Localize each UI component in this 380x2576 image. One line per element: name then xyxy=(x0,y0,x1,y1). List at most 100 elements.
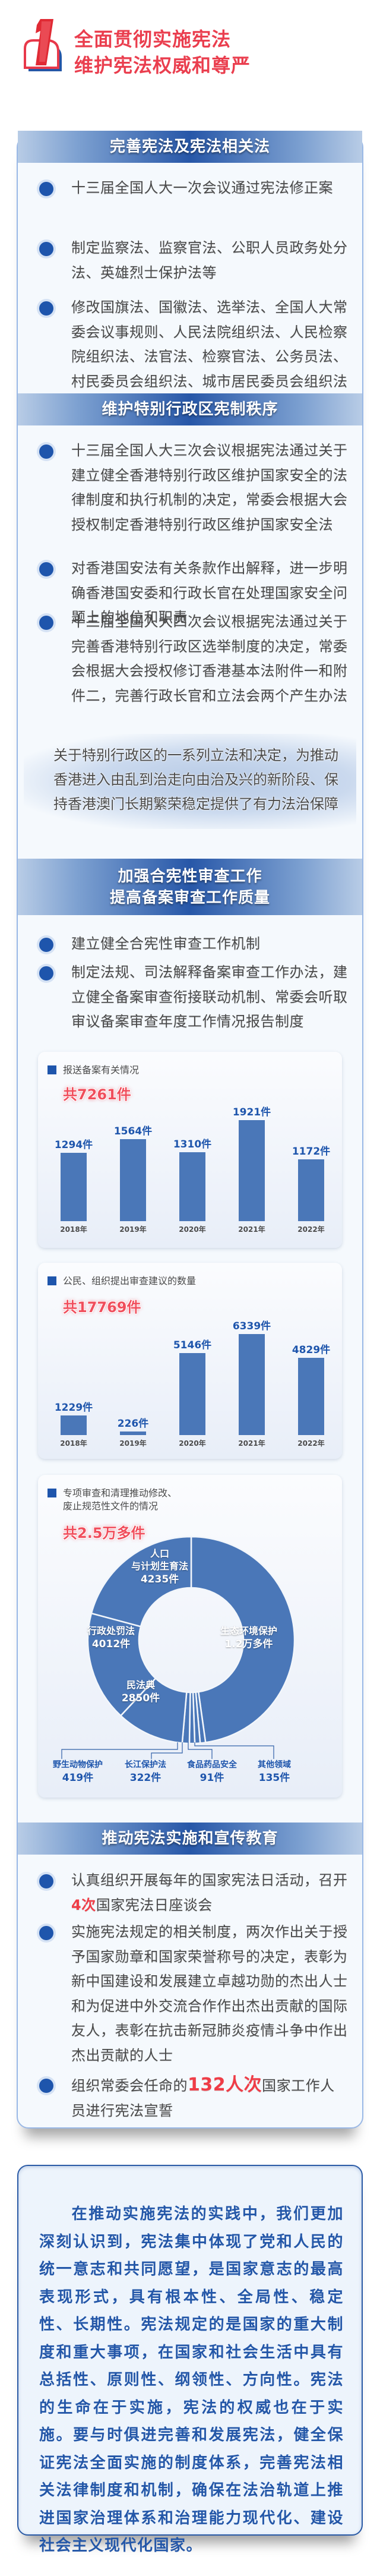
bar-column: 6339件 2021年 xyxy=(233,1320,271,1448)
bar-value-label: 4829件 xyxy=(292,1344,331,1357)
list-item: 修改国旗法、国徽法、选举法、全国人大常委会议事规则、人民法院组织法、人民检察院组… xyxy=(39,295,348,419)
x-axis-label: 2018年 xyxy=(60,1439,87,1448)
chart-filing-reports: 报送备案有关情况 共7261件 1294件 2018年 1564件 2019年 1310… xyxy=(38,1052,342,1248)
chart-total-text: 共2.5万多件 xyxy=(63,1525,145,1541)
bullet-dot-icon xyxy=(39,938,53,952)
bar-column: 1921件 2021年 xyxy=(233,1106,271,1234)
slice-label-wildlife: 野生动物保护 419件 xyxy=(38,1759,118,1785)
slice-label-food-drug: 食品药品安全 91件 xyxy=(176,1759,248,1785)
section-title-line2: 提高备案审查工作质量 xyxy=(109,888,270,907)
list-item-text: 制定法规、司法解释备案审查工作办法，建立健全备案审查衔接联动机制、常委会听取审议… xyxy=(71,964,348,1030)
bullet-dot-icon xyxy=(39,301,53,316)
section-header-perfect-constitution: 完善宪法及宪法相关法 xyxy=(18,131,362,163)
slice-value: 322件 xyxy=(129,1772,162,1784)
bar xyxy=(61,1415,87,1435)
leader-line xyxy=(194,1742,274,1759)
section-title: 完善宪法及宪法相关法 xyxy=(109,138,270,156)
chart-total-badge: 共7261件 xyxy=(63,1083,131,1103)
text-segment: 国家工作人员进行宪法宣誓 xyxy=(71,2077,335,2119)
leader-line xyxy=(61,1742,178,1759)
summary-quote-card: 在推动实施宪法的实践中，我们更加深刻认识到，宪法集中体现了党和人民的统一意志和共… xyxy=(17,2165,363,2555)
slice-value: 4235件 xyxy=(140,1574,179,1585)
x-axis-label: 2022年 xyxy=(297,1439,325,1448)
list-item-text: 组织常委会任命的132人次国家工作人员进行宪法宣誓 xyxy=(71,2073,348,2123)
x-axis-label: 2020年 xyxy=(179,1225,206,1234)
chart-title-line1: 专项审查和清理推动修改、 xyxy=(63,1487,178,1499)
bullet-dot-icon xyxy=(39,562,53,576)
section-title-line1: 加强合宪性审查工作 xyxy=(118,867,262,885)
bar xyxy=(120,1431,146,1435)
slice-value: 91件 xyxy=(200,1772,224,1784)
slice-label-yangtze: 长江保护法 322件 xyxy=(113,1759,178,1785)
donut-slice-6 xyxy=(87,1612,157,1717)
bullet-dot-icon xyxy=(39,444,53,459)
bar xyxy=(239,1120,265,1221)
slice-label-other: 其他领域 135件 xyxy=(245,1759,304,1785)
list-item-text: 修改国旗法、国徽法、选举法、全国人大常委会议事规则、人民法院组织法、人民检察院组… xyxy=(71,299,348,414)
list-item: 十三届全国人大四次会议根据宪法通过关于完善香港特别行政区选举制度的决定，常委会根… xyxy=(39,610,348,708)
list-item-text: 制定监察法、监察官法、公职人员政务处分法、英雄烈士保护法等 xyxy=(71,239,348,281)
slice-label-civil-code: 民法典 2850件 xyxy=(108,1679,173,1705)
chart-total-text: 共7261件 xyxy=(63,1086,131,1103)
slice-name: 野生动物保护 xyxy=(53,1760,103,1770)
text-segment: 组织常委会任命的 xyxy=(71,2077,188,2094)
list-item: 十三届全国人大三次会议根据宪法通过关于建立健全香港特别行政区维护国家安全的法律制… xyxy=(39,439,348,537)
donut-slice-0 xyxy=(190,1535,296,1743)
page-title-line1: 全面贯彻实施宪法 xyxy=(74,28,232,51)
list-item-text: 十三届全国人大四次会议根据宪法通过关于完善香港特别行政区选举制度的决定，常委会根… xyxy=(71,613,348,704)
x-axis-label: 2020年 xyxy=(179,1439,206,1448)
slice-name: 长江保护法 xyxy=(125,1760,166,1770)
slice-value: 135件 xyxy=(258,1772,290,1784)
leader-line xyxy=(188,1742,213,1759)
bar-column: 4829件 2022年 xyxy=(292,1344,330,1448)
legend-square-icon xyxy=(48,1276,56,1285)
leader-line xyxy=(151,1742,183,1759)
legend-square-icon xyxy=(48,1489,56,1497)
bar-value-label: 1310件 xyxy=(173,1139,212,1151)
slice-label-admin-penalty: 行政处罚法 4012件 xyxy=(78,1625,144,1651)
list-item: 认真组织开展每年的国家宪法日活动，召开 4次国家宪法日座谈会 xyxy=(39,1868,348,1918)
section-header-sar-order: 维护特别行政区宪制秩序 xyxy=(18,393,362,425)
list-item: 建立健全合宪性审查工作机制 xyxy=(39,932,348,957)
chart-title: 专项审查和清理推动修改、 废止规范性文件的情况 xyxy=(48,1487,177,1513)
bar-column: 226件 2019年 xyxy=(118,1418,149,1448)
bullet-dot-icon xyxy=(39,616,53,630)
bullet-dot-icon xyxy=(39,966,53,980)
chart-title-line2: 废止规范性文件的情况 xyxy=(63,1500,159,1512)
chart-title: 报送备案有关情况 xyxy=(48,1064,139,1077)
bar-column: 1172件 2022年 xyxy=(292,1146,330,1234)
list-item-text: 认真组织开展每年的国家宪法日活动，召开 4次国家宪法日座谈会 xyxy=(71,1868,348,1918)
section-title: 推动宪法实施和宣传教育 xyxy=(102,1830,278,1847)
bar-column: 1564件 2019年 xyxy=(114,1125,152,1234)
list-item: 对香港国安法有关条款作出解释，进一步明确香港国安委和行政长官在处理国家安全问题上… xyxy=(39,556,348,630)
list-item: 组织常委会任命的132人次国家工作人员进行宪法宣誓 xyxy=(39,2073,348,2123)
bar xyxy=(61,1153,87,1221)
text-segment: 认真组织开展每年的国家宪法日活动，召开 xyxy=(71,1872,348,1888)
chart-total-badge: 共2.5万多件 xyxy=(63,1521,145,1542)
bar-value-label: 5146件 xyxy=(173,1339,212,1351)
bar xyxy=(298,1358,324,1435)
x-axis-label: 2021年 xyxy=(238,1225,265,1234)
bullet-dot-icon xyxy=(39,182,53,196)
chart-title-text: 公民、组织提出审查建议的数量 xyxy=(63,1275,197,1287)
chart-title: 公民、组织提出审查建议的数量 xyxy=(48,1275,196,1288)
slice-name: 生态环境保护 xyxy=(220,1625,277,1637)
slice-value: 419件 xyxy=(62,1772,94,1784)
bar-value-label: 1564件 xyxy=(113,1125,153,1137)
slice-value: 1.2万多件 xyxy=(224,1638,273,1650)
bullet-dot-icon xyxy=(39,2079,53,2093)
highlight-count: 4次 xyxy=(71,1896,96,1913)
x-axis-label: 2019年 xyxy=(119,1225,147,1234)
slice-name: 民法典 xyxy=(126,1679,155,1691)
list-item-text: 实施宪法规定的相关制度，两次作出关于授予国家勋章和国家荣誉称号的决定，表彰为新中… xyxy=(71,1924,348,2064)
list-item-text: 建立健全合宪性审查工作机制 xyxy=(71,935,261,952)
bar xyxy=(179,1152,205,1221)
bar xyxy=(120,1139,146,1221)
list-item-text: 十三届全国人大三次会议根据宪法通过关于建立健全香港特别行政区维护国家安全的法律制… xyxy=(71,442,348,533)
slice-name: 人口 xyxy=(150,1548,169,1559)
donut-chart xyxy=(61,1535,296,1759)
x-axis-label: 2019年 xyxy=(119,1439,147,1448)
slice-name: 其他领域 xyxy=(258,1760,291,1770)
page-title-line2: 维护宪法权威和尊严 xyxy=(74,54,251,77)
list-item-text: 对香港国安法有关条款作出解释，进一步明确香港国安委和行政长官在处理国家安全问题上… xyxy=(71,560,348,626)
